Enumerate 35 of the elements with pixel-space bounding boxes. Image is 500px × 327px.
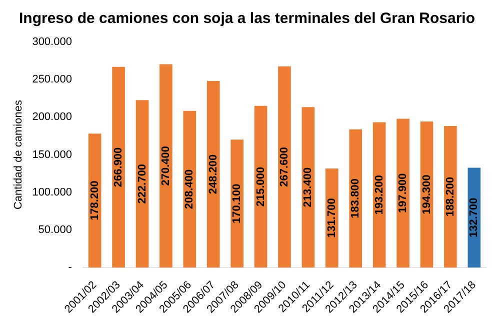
bar — [230, 140, 244, 268]
bar — [160, 64, 172, 268]
y-tick-label: 150.000 — [32, 148, 72, 161]
bar — [112, 66, 125, 268]
data-label: 248.200 — [207, 154, 220, 194]
y-tick-label: 50.000 — [38, 224, 72, 236]
y-axis-title: Cantidad de camiones — [12, 100, 25, 210]
data-label: 266.900 — [112, 147, 125, 188]
y-tick-label: - — [68, 262, 72, 274]
data-label: 270.400 — [160, 146, 172, 186]
data-label: 222.700 — [136, 164, 148, 204]
data-label: 215.000 — [254, 166, 267, 207]
chart-title: Ingreso de camiones con soja a las terminales del Gran Rosario — [19, 10, 475, 28]
bar — [278, 66, 291, 268]
bar — [396, 118, 410, 268]
data-label: 131.700 — [326, 198, 338, 238]
y-tick-label: 200.000 — [32, 111, 72, 124]
data-label: 208.400 — [184, 169, 196, 210]
data-label: 213.400 — [302, 167, 314, 208]
data-label: 183.800 — [350, 178, 362, 218]
bar — [349, 129, 362, 268]
data-label: 193.200 — [373, 175, 386, 215]
data-label: 267.600 — [278, 147, 291, 187]
bar — [444, 126, 457, 268]
data-label: 197.900 — [397, 173, 410, 214]
y-tick-label: 300.000 — [32, 36, 72, 48]
bar — [206, 80, 220, 268]
y-tick-label: 100.000 — [32, 186, 72, 198]
data-label: 188.200 — [444, 176, 456, 217]
data-label: 170.100 — [231, 184, 244, 224]
bar — [183, 110, 196, 268]
data-label: 178.200 — [88, 180, 101, 220]
y-tick-label: 250.000 — [32, 74, 72, 86]
data-label: 132.700 — [468, 198, 480, 238]
data-label: 194.300 — [420, 174, 433, 214]
